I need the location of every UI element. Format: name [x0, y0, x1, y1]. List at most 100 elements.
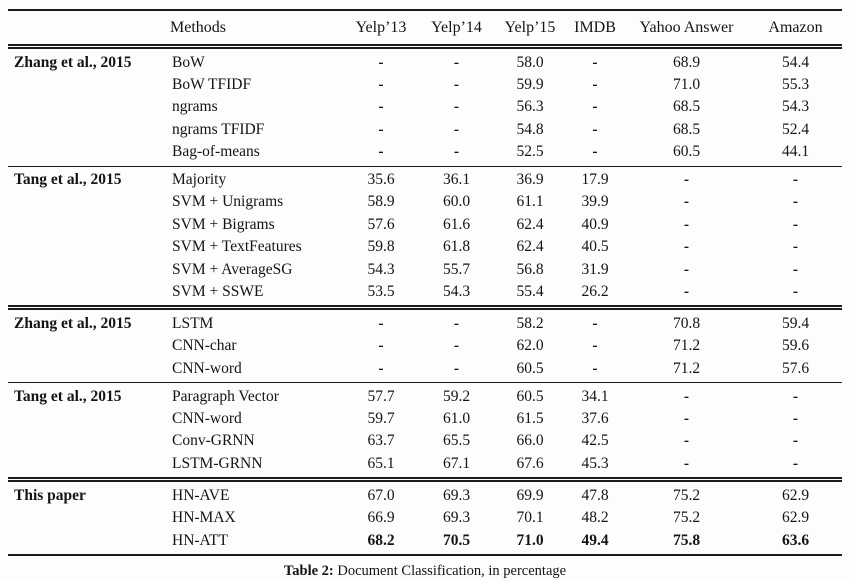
score-value-cell: 39.9	[581, 193, 609, 211]
missing-value-cell: -	[683, 260, 690, 278]
caption-text: Document Classification, in percentage	[337, 563, 567, 579]
table-row: Bag-of-means - - 52.5 - 60.5 44.1	[8, 141, 842, 166]
score-value-cell: 58.0	[516, 53, 544, 71]
method-name-cell: SVM + TextFeatures	[172, 238, 302, 256]
method-name-cell: SVM + SSWE	[172, 282, 264, 300]
missing-value-cell: -	[792, 387, 799, 405]
method-name-cell: CNN-word	[172, 359, 242, 377]
missing-value-cell: -	[683, 282, 690, 300]
missing-value-cell: -	[453, 314, 460, 332]
score-value-cell: 55.7	[442, 260, 471, 278]
method-name-cell: LSTM-GRNN	[172, 454, 263, 472]
score-value-cell: 62.4	[516, 238, 544, 256]
table-row: Tang et al., 2015 Majority 35.6 36.1 36.9 17.…	[8, 166, 842, 191]
missing-value-cell: -	[592, 75, 598, 93]
missing-value-cell: -	[792, 215, 799, 233]
score-value-cell: 57.7	[367, 387, 395, 405]
table-row: Tang et al., 2015 Paragraph Vector 57.7 59.…	[8, 383, 842, 408]
table-caption: Table 2: Document Classification, in per…	[0, 563, 850, 580]
header-cell-dataset: Yelp’13	[355, 19, 407, 36]
header-row: Methods Yelp’13 Yelp’14 Yelp’15 IMDB Yahoo A…	[8, 10, 842, 47]
missing-value-cell: -	[683, 238, 690, 256]
missing-value-cell: -	[592, 53, 598, 71]
method-name-cell: CNN-char	[172, 337, 237, 355]
table-row: SVM + SSWE 53.5 54.3 55.4 26.2 - -	[8, 281, 842, 308]
score-value-cell: 59.2	[442, 387, 471, 405]
score-value-cell: 62.9	[781, 486, 810, 504]
missing-value-cell: -	[792, 454, 799, 472]
method-name-cell: SVM + Bigrams	[172, 215, 275, 233]
missing-value-cell: -	[592, 359, 598, 377]
score-value-cell: 55.4	[516, 282, 544, 300]
missing-value-cell: -	[453, 75, 460, 93]
missing-value-cell: -	[683, 193, 690, 211]
score-value-cell: 67.6	[516, 454, 544, 472]
table-row: SVM + Bigrams 57.6 61.6 62.4 40.9 - -	[8, 214, 842, 236]
table-row: CNN-word - - 60.5 - 71.2 57.6	[8, 357, 842, 382]
header-cell-dataset: Yelp’15	[504, 19, 556, 36]
missing-value-cell: -	[683, 215, 690, 233]
group-label-cell	[8, 258, 170, 280]
missing-value-cell: -	[683, 387, 690, 405]
group-label-cell	[8, 357, 170, 382]
score-value-cell: 75.8	[672, 531, 701, 549]
score-value-cell: 69.3	[442, 486, 471, 504]
score-value-cell: 65.5	[442, 432, 471, 450]
method-name-cell: ngrams	[172, 98, 218, 116]
score-value-cell: 68.5	[672, 98, 701, 116]
score-value-cell: 54.3	[781, 98, 810, 116]
score-value-cell: 61.5	[516, 410, 544, 427]
score-value-cell: 59.4	[781, 314, 810, 332]
header-cell-dataset: Amazon	[768, 19, 823, 36]
table-row: HN-MAX 66.9 69.3 70.1 48.2 75.2 62.9	[8, 507, 842, 529]
score-value-cell: 57.6	[367, 215, 395, 233]
table-group: Tang et al., 2015 Majority 35.6 36.1 36.9 17.…	[8, 166, 842, 308]
missing-value-cell: -	[592, 337, 598, 355]
table-row: Zhang et al., 2015 LSTM - - 58.2 - 70.8 59.4	[8, 308, 842, 335]
missing-value-cell: -	[453, 53, 460, 71]
table-header: Methods Yelp’13 Yelp’14 Yelp’15 IMDB Yahoo A…	[8, 10, 842, 47]
missing-value-cell: -	[378, 120, 384, 138]
method-name-cell: SVM + AverageSG	[172, 260, 293, 278]
score-value-cell: 70.1	[516, 509, 544, 527]
missing-value-cell: -	[792, 282, 799, 300]
score-value-cell: 17.9	[581, 171, 609, 188]
table-row: ngrams - - 56.3 - 68.5 54.3	[8, 96, 842, 118]
header-cell-dataset: Yelp’14	[431, 19, 482, 36]
method-name-cell: Paragraph Vector	[172, 387, 279, 405]
score-value-cell: 40.5	[581, 238, 609, 256]
score-value-cell: 75.2	[672, 509, 701, 527]
table-row: BoW TFIDF - - 59.9 - 71.0 55.3	[8, 74, 842, 96]
score-value-cell: 54.3	[442, 282, 471, 300]
score-value-cell: 52.5	[516, 143, 544, 160]
missing-value-cell: -	[378, 53, 384, 71]
score-value-cell: 60.0	[442, 193, 471, 211]
score-value-cell: 54.4	[781, 53, 810, 71]
score-value-cell: 75.2	[672, 486, 701, 504]
score-value-cell: 69.3	[442, 509, 471, 527]
score-value-cell: 48.2	[581, 509, 609, 527]
missing-value-cell: -	[453, 120, 460, 138]
missing-value-cell: -	[792, 193, 799, 211]
score-value-cell: 37.6	[581, 410, 609, 427]
method-name-cell: LSTM	[172, 314, 214, 332]
missing-value-cell: -	[378, 143, 384, 160]
score-value-cell: 59.6	[781, 337, 810, 355]
missing-value-cell: -	[453, 98, 460, 116]
method-name-cell: BoW TFIDF	[172, 75, 252, 93]
missing-value-cell: -	[683, 454, 690, 472]
score-value-cell: 47.8	[581, 486, 609, 504]
table-row: LSTM-GRNN 65.1 67.1 67.6 45.3 - -	[8, 453, 842, 480]
score-value-cell: 66.9	[367, 509, 395, 527]
group-label-cell	[8, 408, 170, 430]
missing-value-cell: -	[683, 432, 690, 450]
header-cell-group-empty	[8, 10, 170, 47]
table-group: Zhang et al., 2015 LSTM - - 58.2 - 70.8 59.4 CNN…	[8, 307, 842, 383]
score-value-cell: 62.4	[516, 215, 544, 233]
score-value-cell: 59.9	[516, 75, 544, 93]
group-label-cell	[8, 214, 170, 236]
score-value-cell: 60.5	[516, 359, 544, 377]
score-value-cell: 71.0	[516, 531, 544, 549]
group-label-cell	[8, 281, 170, 308]
